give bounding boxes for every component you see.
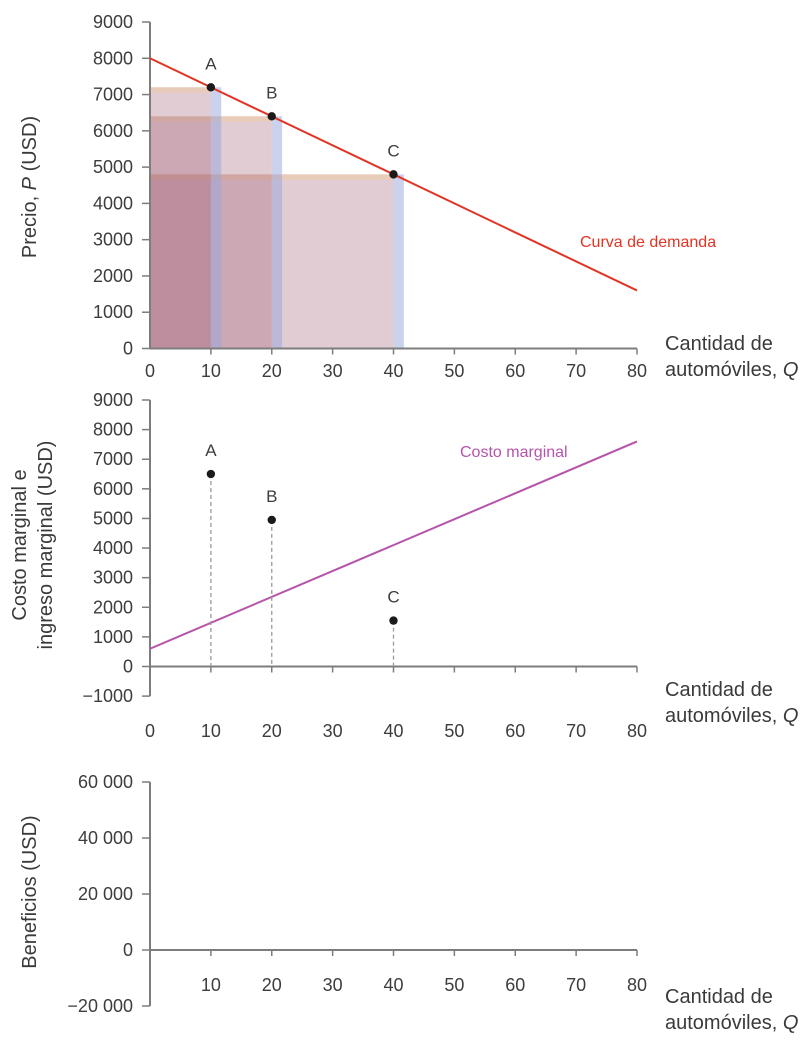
y-tick-label: 60 000: [78, 772, 133, 792]
y-tick-label: 3000: [93, 568, 133, 588]
y-tick-label: 4000: [93, 193, 133, 213]
x-tick-label: 60: [505, 361, 525, 381]
y-tick-label: 9000: [93, 12, 133, 32]
x-tick-label: 30: [323, 975, 343, 995]
x-tick-label: 40: [383, 721, 403, 741]
x-tick-label: 40: [383, 361, 403, 381]
point-A: [206, 469, 216, 479]
y-tick-label: 6000: [93, 479, 133, 499]
x-tick-label: 0: [145, 361, 155, 381]
y-tick-label: 2000: [93, 597, 133, 617]
x-tick-label: 0: [145, 721, 155, 741]
x-tick-label: 80: [627, 721, 647, 741]
x-axis-title-line2: automóviles, Q: [665, 1012, 798, 1034]
x-tick-label: 70: [566, 361, 586, 381]
x-tick-label: 80: [627, 361, 647, 381]
y-tick-label: 1000: [93, 627, 133, 647]
x-tick-label: 80: [627, 975, 647, 995]
x-tick-label: 10: [201, 721, 221, 741]
quantity-strip-A: [210, 87, 222, 349]
y-tick-label: −20 000: [67, 996, 133, 1016]
y-tick-label: 0: [123, 339, 133, 359]
y-tick-label: 40 000: [78, 828, 133, 848]
y-tick-label: 4000: [93, 538, 133, 558]
x-tick-label: 50: [444, 975, 464, 995]
y-tick-label: 2000: [93, 266, 133, 286]
panel-costo-marginal: −1000 0 1000 2000 3000 4000 5000 6000 7000 8000 90…: [9, 390, 798, 741]
x-tick-label: 60: [505, 721, 525, 741]
revenue-area-A: [150, 87, 211, 349]
y-tick-label: 8000: [93, 420, 133, 440]
y-tick-label: 9000: [93, 390, 133, 410]
y-tick-label: 5000: [93, 157, 133, 177]
y-axis-title-line1: Costo marginal e: [9, 469, 31, 620]
x-axis-title-line1: Cantidad de: [665, 679, 773, 701]
x-tick-label: 10: [201, 361, 221, 381]
y-tick-label: 8000: [93, 48, 133, 68]
y-tick-label: 7000: [93, 85, 133, 105]
y-tick-label: 20 000: [78, 884, 133, 904]
x-tick-label: 20: [262, 975, 282, 995]
panel-beneficios: −20 000 0 20 000 40 000 60 000 10 20 30 40 50 60 70…: [19, 772, 798, 1034]
point-C: [389, 170, 398, 179]
x-axis-title-line2: automóviles, Q: [665, 705, 798, 727]
point-label-A: A: [205, 441, 217, 460]
x-tick-label: 20: [262, 361, 282, 381]
point-C: [389, 616, 398, 625]
x-tick-label: 70: [566, 975, 586, 995]
y-axis-title-line1: Precio, P (USD): [19, 116, 41, 258]
x-tick-label: 40: [383, 975, 403, 995]
point-B: [267, 515, 276, 525]
x-tick-label: 20: [262, 721, 282, 741]
y-tick-label: 0: [123, 657, 133, 677]
y-axis-title-line2: ingreso marginal (USD): [35, 441, 57, 650]
curve-annotation-demanda: Curva de demanda: [580, 234, 716, 251]
x-tick-label: 50: [444, 721, 464, 741]
point-label-B: B: [266, 487, 277, 506]
y-tick-label: 6000: [93, 121, 133, 141]
quantity-strip-C: [393, 174, 404, 349]
point-label-B: B: [266, 83, 277, 102]
point-B: [267, 112, 276, 121]
y-tick-label: 7000: [93, 449, 133, 469]
x-axis-title-line1: Cantidad de: [665, 986, 773, 1008]
x-tick-label: 60: [505, 975, 525, 995]
point-label-C: C: [387, 588, 399, 607]
curve-annotation-costo-marginal: Costo marginal: [460, 444, 568, 461]
x-axis-title-line1: Cantidad de: [665, 333, 773, 355]
y-tick-label: 0: [123, 940, 133, 960]
revenue-rect-A: [150, 87, 222, 349]
point-label-A: A: [205, 54, 217, 73]
y-tick-label: 5000: [93, 508, 133, 528]
x-tick-label: 30: [323, 721, 343, 741]
y-tick-label: 3000: [93, 230, 133, 250]
x-tick-label: 50: [444, 361, 464, 381]
point-A: [206, 83, 216, 92]
series-line-costo-marginal: [149, 440, 638, 650]
y-tick-label: 1000: [93, 302, 133, 322]
y-axis-title-line1: Beneficios (USD): [19, 815, 41, 968]
point-label-C: C: [387, 141, 399, 160]
x-tick-label: 10: [201, 975, 221, 995]
y-tick-label: −1000: [82, 686, 133, 706]
panel-demanda: 0 1000 2000 3000 4000 5000 6000 7000 8000 9000 0 10…: [19, 12, 798, 381]
x-tick-label: 30: [323, 361, 343, 381]
x-axis-title-line2: automóviles, Q: [665, 359, 798, 381]
x-tick-label: 70: [566, 721, 586, 741]
quantity-strip-B: [271, 116, 283, 349]
price-strip-A: [150, 87, 211, 93]
